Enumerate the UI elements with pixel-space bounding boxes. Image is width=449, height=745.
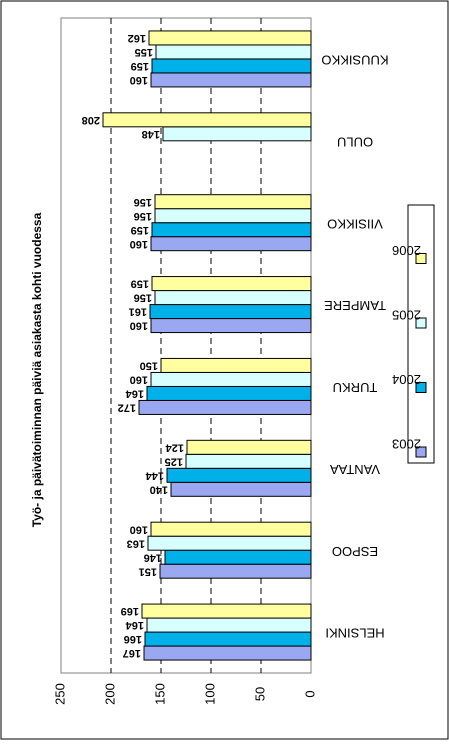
category-label: ESPOO [332, 544, 378, 559]
data-label: 125 [165, 455, 183, 467]
data-label: 124 [165, 441, 184, 453]
data-label: 148 [142, 128, 160, 140]
legend-swatch [415, 317, 427, 329]
bar [151, 276, 312, 292]
data-label: 164 [125, 388, 144, 400]
data-label: 151 [139, 565, 157, 577]
category-label: TAMPERE [324, 298, 386, 313]
category-label: VANTAA [330, 462, 380, 477]
bar [149, 304, 312, 320]
bar [160, 357, 312, 373]
data-label: 172 [118, 402, 136, 414]
bar [141, 603, 312, 619]
bar [151, 222, 312, 238]
data-label: 208 [82, 114, 100, 126]
bar [143, 645, 312, 661]
bar [102, 112, 312, 128]
bar [150, 318, 312, 334]
data-label: 161 [129, 306, 147, 318]
data-label: 140 [150, 483, 168, 495]
bar [146, 617, 312, 633]
bar [186, 439, 312, 455]
legend-label: 2004 [392, 372, 421, 387]
tick-label: 250 [52, 683, 67, 705]
data-label: 156 [134, 210, 152, 222]
bar [170, 481, 312, 497]
data-label: 159 [131, 278, 149, 290]
data-label: 160 [130, 238, 148, 250]
data-label: 144 [145, 469, 164, 481]
bar [148, 30, 312, 46]
bar [185, 453, 312, 469]
bar [144, 631, 312, 647]
tick-label: 50 [252, 687, 267, 701]
data-label: 156 [134, 196, 152, 208]
category-label: HELSINKI [325, 626, 384, 641]
data-label: 159 [131, 60, 149, 72]
bar [162, 126, 312, 142]
tick-label: 200 [102, 683, 117, 705]
category-label: VIISIKKO [327, 216, 383, 231]
legend: 2003 2004 2005 2006 [392, 204, 435, 464]
bar [147, 535, 312, 551]
bars [102, 30, 312, 661]
data-label: 159 [131, 224, 149, 236]
bar [150, 521, 312, 537]
legend-label: 2006 [392, 243, 421, 258]
data-label: 160 [130, 74, 148, 86]
data-label: 160 [130, 523, 148, 535]
data-label: 166 [124, 633, 142, 645]
bar [159, 563, 312, 579]
data-label: 169 [121, 605, 139, 617]
data-label: 160 [130, 320, 148, 332]
bar [164, 549, 312, 565]
bar [154, 208, 312, 224]
bar [154, 194, 312, 210]
bar [138, 399, 312, 415]
tick-label: 0 [302, 690, 317, 697]
tick-label: 150 [152, 683, 167, 705]
category-label: OULU [337, 134, 373, 149]
category-label: TURKU [333, 380, 378, 395]
bar [150, 371, 312, 387]
chart-title: Työ- ja päivätoiminnan päiviä asiakasta … [30, 212, 44, 527]
legend-label: 2005 [392, 308, 421, 323]
legend-swatch [415, 382, 427, 393]
legend-swatch [415, 253, 427, 264]
tick-labels: 0 50 100 150 200 250 [52, 683, 317, 705]
bar [146, 385, 312, 401]
data-label: 163 [127, 537, 145, 549]
data-label: 156 [134, 292, 152, 304]
bar [150, 236, 312, 252]
data-label: 155 [135, 46, 153, 58]
bar [150, 72, 312, 88]
tick-label: 100 [202, 683, 217, 705]
data-label: 164 [125, 619, 144, 631]
data-label: 146 [144, 551, 162, 563]
category-label: KUUSIKKO [321, 53, 388, 68]
data-label: 162 [128, 32, 146, 44]
category-labels: HELSINKI ESPOO VANTAA TURKU TAMPERE VIISIKKO O… [321, 53, 388, 641]
bar [154, 290, 312, 306]
data-label: 150 [140, 360, 158, 372]
bar [155, 44, 312, 60]
legend-box [407, 204, 435, 464]
legend-label: 2003 [392, 437, 421, 452]
bar [166, 467, 312, 483]
legend-swatch [415, 446, 427, 458]
bar [151, 58, 312, 74]
data-label: 160 [130, 374, 148, 386]
data-label: 167 [123, 647, 141, 659]
